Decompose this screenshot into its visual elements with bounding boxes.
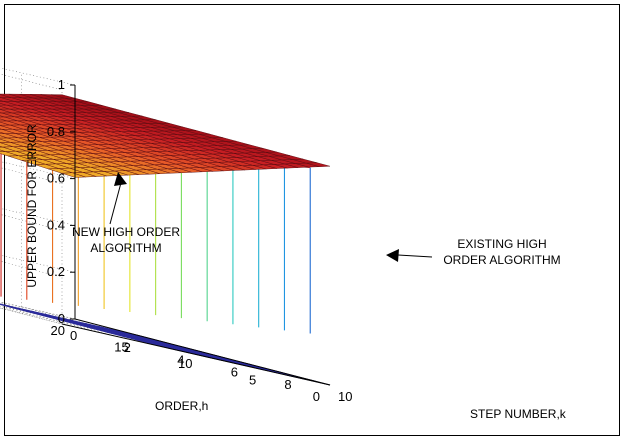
annotation-new-arrowhead bbox=[114, 172, 127, 186]
z-tick-label: 0.2 bbox=[47, 264, 65, 279]
floor-gridline bbox=[0, 305, 203, 353]
axis-line bbox=[74, 318, 331, 386]
z-axis-label: UPPER BOUND FOR ERROR bbox=[25, 124, 39, 288]
y-axis-label: ORDER,h bbox=[155, 399, 208, 413]
y-tick-label: 5 bbox=[249, 373, 256, 388]
axis-lines bbox=[61, 85, 331, 386]
high-surface-patch bbox=[51, 94, 76, 99]
z-tick-label: 0.8 bbox=[47, 124, 65, 139]
high-surface-patch bbox=[0, 94, 12, 98]
annotation-new-algorithm: NEW HIGH ORDER ALGORITHM bbox=[72, 172, 180, 255]
annotation-existing-arrowhead bbox=[386, 249, 399, 262]
annotation-existing-line-2: ORDER ALGORITHM bbox=[443, 253, 560, 267]
annotation-new-line-1: NEW HIGH ORDER bbox=[72, 225, 180, 239]
annotation-new-arrow bbox=[109, 178, 123, 225]
high-surface-patch bbox=[0, 102, 7, 106]
z-tick-label: 0.6 bbox=[47, 171, 65, 186]
x-tick-label: 4 bbox=[177, 352, 184, 367]
annotation-existing-line-1: EXISTING HIGH bbox=[457, 237, 546, 251]
annotation-existing-algorithm: EXISTING HIGH ORDER ALGORITHM bbox=[386, 237, 561, 267]
y-tick-label: 20 bbox=[51, 323, 65, 338]
x-axis-label: STEP NUMBER,k bbox=[470, 407, 567, 421]
z-tick-label: 1 bbox=[58, 77, 65, 92]
x-tick-label: 0 bbox=[70, 328, 77, 343]
x-tick-label: 10 bbox=[338, 389, 352, 404]
axis-line bbox=[61, 323, 331, 386]
z-tick-label: 0.4 bbox=[47, 217, 65, 232]
y-tick-label: 10 bbox=[178, 356, 192, 371]
transition-curtain bbox=[0, 131, 311, 334]
x-tick-label: 2 bbox=[124, 340, 131, 355]
x-tick-label: 6 bbox=[231, 365, 238, 380]
floor-gridline bbox=[0, 303, 139, 336]
annotation-new-line-2: ALGORITHM bbox=[90, 241, 161, 255]
x-tick-label: 8 bbox=[284, 377, 291, 392]
y-tick-label: 0 bbox=[313, 389, 320, 404]
high-surface bbox=[0, 93, 331, 178]
y-tick-label: 15 bbox=[114, 340, 128, 355]
grid-layer bbox=[0, 67, 331, 386]
figure-frame bbox=[4, 4, 620, 436]
annotation-existing-arrow bbox=[397, 254, 433, 258]
z-tick-label: 0 bbox=[58, 311, 65, 326]
